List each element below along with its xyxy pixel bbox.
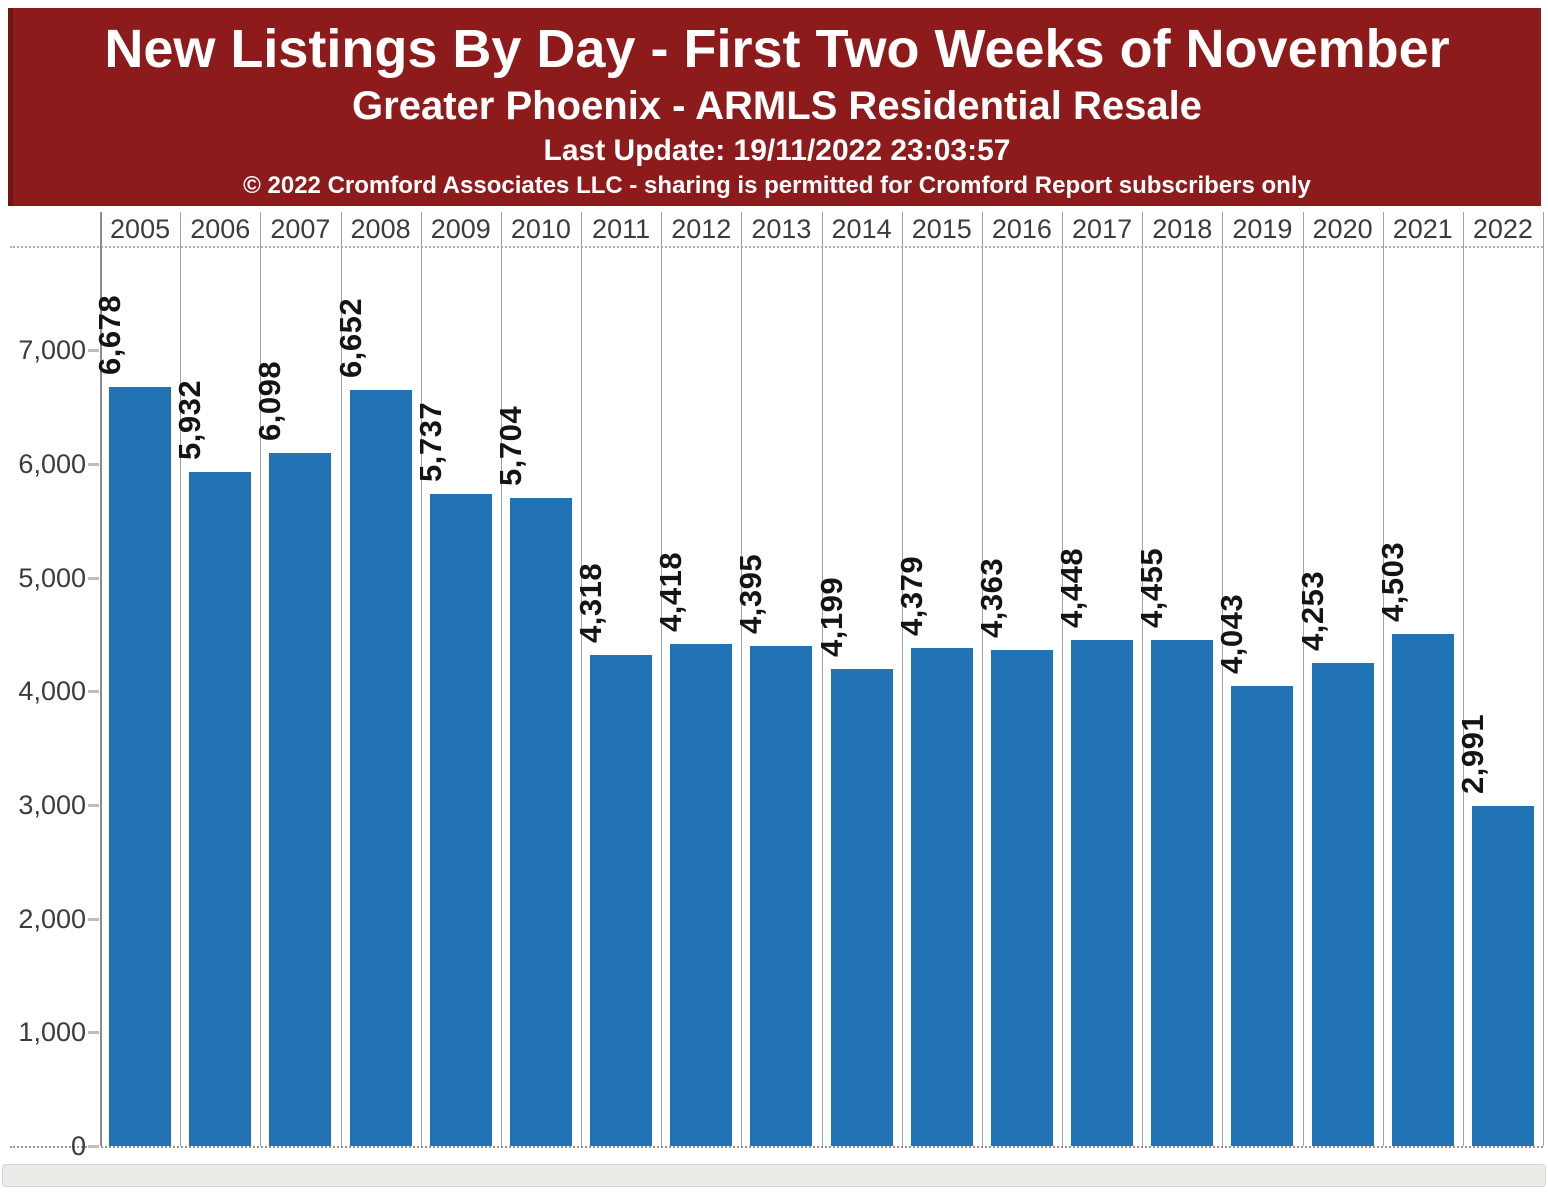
column-separator-line bbox=[1303, 212, 1304, 1146]
y-axis-tick-label: 2,000 bbox=[18, 903, 86, 934]
year-label-2019: 2019 bbox=[1232, 214, 1293, 244]
bar-value-label-2007: 6,098 bbox=[252, 360, 287, 441]
year-label-2013: 2013 bbox=[751, 214, 812, 244]
bar-2010 bbox=[510, 498, 572, 1146]
bar-value-label-2011: 4,318 bbox=[573, 562, 608, 643]
year-label-2008: 2008 bbox=[350, 214, 411, 244]
year-label-2016: 2016 bbox=[991, 214, 1052, 244]
column-separator-line bbox=[341, 212, 342, 1146]
bar-value-label-2009: 5,737 bbox=[413, 401, 448, 482]
column-separator-line bbox=[1222, 212, 1223, 1146]
bar-2020 bbox=[1312, 663, 1374, 1146]
bar-value-label-2017: 4,448 bbox=[1054, 547, 1089, 628]
bar-value-label-2019: 4,043 bbox=[1214, 593, 1249, 674]
bar-2019 bbox=[1231, 686, 1293, 1146]
bar-value-label-2008: 6,652 bbox=[333, 297, 368, 378]
y-axis-tick-label: 6,000 bbox=[18, 448, 86, 479]
column-separator-line bbox=[501, 212, 502, 1146]
bar-value-label-2014: 4,199 bbox=[814, 576, 849, 657]
bar-value-label-2020: 4,253 bbox=[1295, 570, 1330, 651]
year-label-2018: 2018 bbox=[1152, 214, 1213, 244]
bar-2018 bbox=[1151, 640, 1213, 1146]
bar-2017 bbox=[1071, 640, 1133, 1146]
y-axis-tick bbox=[88, 690, 99, 694]
year-label-2011: 2011 bbox=[592, 214, 651, 244]
bar-value-label-2018: 4,455 bbox=[1134, 547, 1169, 628]
plot-top-border bbox=[10, 246, 1543, 248]
year-label-2009: 2009 bbox=[430, 214, 491, 244]
y-axis-tick bbox=[88, 1145, 99, 1148]
bar-value-label-2006: 5,932 bbox=[172, 379, 207, 460]
column-separator-line bbox=[1142, 212, 1143, 1146]
y-axis-tick bbox=[88, 1031, 99, 1035]
y-axis-tick-label: 0 bbox=[70, 1131, 86, 1161]
y-axis-tick bbox=[88, 917, 99, 921]
bar-2009 bbox=[430, 494, 492, 1146]
bar-2013 bbox=[750, 646, 812, 1146]
bar-value-label-2016: 4,363 bbox=[974, 557, 1009, 638]
chart-subtitle: Greater Phoenix - ARMLS Residential Resa… bbox=[352, 84, 1202, 128]
year-label-2020: 2020 bbox=[1312, 214, 1373, 244]
chart-title: New Listings By Day - First Two Weeks of… bbox=[104, 19, 1450, 79]
year-label-2006: 2006 bbox=[190, 214, 251, 244]
year-label-2014: 2014 bbox=[831, 214, 892, 244]
year-label-2021: 2021 bbox=[1392, 214, 1453, 244]
bar-2022 bbox=[1472, 806, 1534, 1146]
bar-2015 bbox=[911, 648, 973, 1146]
column-separator-line bbox=[421, 212, 422, 1146]
column-separator-line bbox=[581, 212, 582, 1146]
bar-2016 bbox=[991, 650, 1053, 1146]
y-axis-tick bbox=[88, 349, 99, 353]
y-axis-tick-label: 3,000 bbox=[18, 789, 86, 820]
y-axis-tick-label: 7,000 bbox=[18, 335, 86, 366]
last-update-text: Last Update: 19/11/2022 23:03:57 bbox=[543, 134, 1011, 167]
year-label-2022: 2022 bbox=[1472, 214, 1533, 244]
bar-value-label-2021: 4,503 bbox=[1375, 541, 1410, 622]
y-axis-tick bbox=[88, 576, 99, 580]
chart-header: New Listings By Day - First Two Weeks of… bbox=[8, 8, 1541, 206]
y-axis-tick bbox=[88, 803, 99, 807]
bar-2006 bbox=[189, 472, 251, 1146]
bar-2012 bbox=[670, 644, 732, 1146]
y-axis-tick-label: 5,000 bbox=[18, 562, 86, 593]
column-separator-line bbox=[822, 212, 823, 1146]
y-axis-line bbox=[100, 212, 102, 1146]
column-separator-line bbox=[1383, 212, 1384, 1146]
horizontal-scrollbar-track[interactable] bbox=[2, 1164, 1546, 1187]
column-separator-line bbox=[982, 212, 983, 1146]
bar-value-label-2012: 4,418 bbox=[653, 551, 688, 632]
bar-2008 bbox=[350, 390, 412, 1146]
bar-2011 bbox=[590, 655, 652, 1146]
copyright-notice: © 2022 Cromford Associates LLC - sharing… bbox=[243, 172, 1311, 199]
bar-value-label-2015: 4,379 bbox=[894, 555, 929, 636]
column-separator-line bbox=[741, 212, 742, 1146]
column-separator-line bbox=[902, 212, 903, 1146]
bar-2007 bbox=[269, 453, 331, 1146]
column-separator-line bbox=[180, 212, 181, 1146]
bar-2021 bbox=[1392, 634, 1454, 1146]
y-axis-tick-label: 4,000 bbox=[18, 676, 86, 707]
year-label-2005: 2005 bbox=[110, 214, 171, 244]
year-label-2015: 2015 bbox=[911, 214, 972, 244]
column-separator-line bbox=[1062, 212, 1063, 1146]
y-axis-tick bbox=[88, 462, 99, 466]
bar-value-label-2013: 4,395 bbox=[733, 553, 768, 634]
year-label-2007: 2007 bbox=[270, 214, 331, 244]
bar-2005 bbox=[109, 387, 171, 1146]
bar-value-label-2005: 6,678 bbox=[92, 294, 127, 375]
bar-2014 bbox=[831, 669, 893, 1146]
column-separator-line bbox=[1543, 212, 1544, 1146]
bar-value-label-2010: 5,704 bbox=[493, 405, 528, 486]
bar-value-label-2022: 2,991 bbox=[1455, 713, 1490, 794]
column-separator-line bbox=[1463, 212, 1464, 1146]
year-label-2012: 2012 bbox=[671, 214, 732, 244]
x-axis-baseline bbox=[10, 1146, 1543, 1148]
year-label-2010: 2010 bbox=[510, 214, 571, 244]
y-axis-tick-label: 1,000 bbox=[18, 1017, 86, 1048]
column-separator-line bbox=[661, 212, 662, 1146]
column-separator-line bbox=[260, 212, 261, 1146]
year-label-2017: 2017 bbox=[1072, 214, 1133, 244]
